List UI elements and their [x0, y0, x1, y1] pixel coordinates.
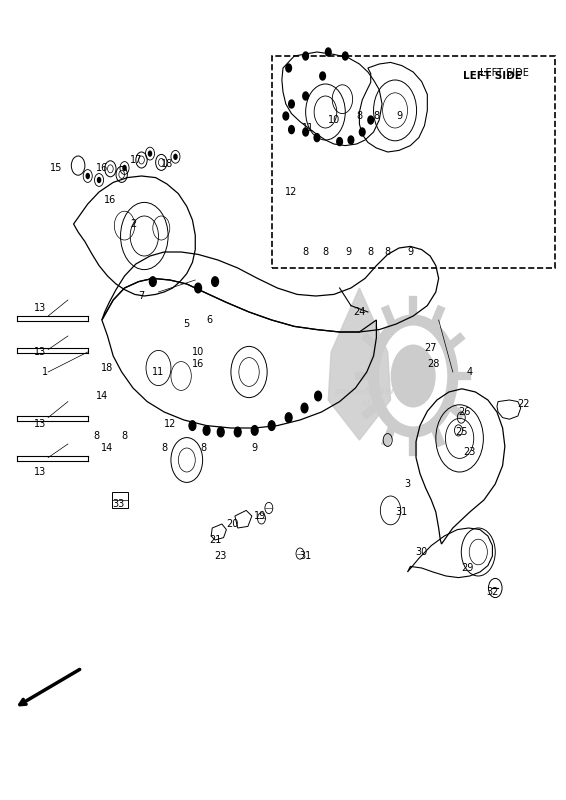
Circle shape [285, 413, 292, 422]
Text: 8: 8 [122, 431, 127, 441]
Text: 8: 8 [323, 247, 328, 257]
Text: 14: 14 [101, 443, 114, 453]
Circle shape [203, 426, 210, 435]
Text: 24: 24 [353, 307, 366, 317]
Text: 11: 11 [302, 123, 315, 133]
Text: 9: 9 [408, 247, 413, 257]
Circle shape [392, 346, 435, 406]
Text: 9: 9 [345, 247, 351, 257]
Circle shape [301, 403, 308, 413]
Text: LEFT SIDE: LEFT SIDE [463, 71, 522, 81]
Circle shape [122, 165, 127, 171]
Circle shape [85, 173, 90, 179]
Text: 32: 32 [486, 587, 499, 597]
Text: 9: 9 [252, 443, 258, 453]
Circle shape [195, 283, 201, 293]
Text: 12: 12 [164, 419, 176, 429]
Text: 3: 3 [405, 479, 410, 489]
Text: 18: 18 [161, 159, 173, 169]
Text: 1: 1 [42, 367, 48, 377]
Text: 28: 28 [427, 359, 439, 369]
Text: 16: 16 [104, 195, 117, 205]
Text: 6: 6 [207, 315, 212, 325]
Text: 8: 8 [201, 443, 207, 453]
Text: 25: 25 [455, 427, 468, 437]
Circle shape [303, 128, 308, 136]
Text: 10: 10 [328, 115, 340, 125]
Circle shape [217, 427, 224, 437]
Text: 23: 23 [464, 447, 476, 457]
Circle shape [337, 138, 342, 146]
Text: 2: 2 [130, 219, 136, 229]
Circle shape [268, 421, 275, 430]
Circle shape [289, 100, 294, 108]
Bar [272, 56, 555, 268]
Text: 13: 13 [33, 347, 46, 357]
Text: 5: 5 [183, 319, 190, 329]
Text: 9: 9 [396, 111, 402, 121]
Circle shape [148, 150, 152, 157]
Text: 8: 8 [303, 247, 308, 257]
Text: 29: 29 [461, 563, 473, 573]
Text: 8: 8 [385, 247, 391, 257]
Text: 22: 22 [517, 399, 530, 409]
Text: 7: 7 [138, 291, 145, 301]
Circle shape [314, 134, 320, 142]
Text: 8: 8 [357, 111, 362, 121]
Circle shape [286, 64, 291, 72]
Text: parts-finder: parts-finder [335, 387, 396, 397]
Text: 21: 21 [209, 535, 221, 545]
Text: 8: 8 [374, 111, 379, 121]
Text: 19: 19 [254, 511, 267, 521]
Text: 33: 33 [113, 499, 125, 509]
Circle shape [173, 154, 178, 160]
Text: .nl: .nl [359, 399, 371, 409]
Text: 27: 27 [424, 343, 436, 353]
Circle shape [289, 126, 294, 134]
Circle shape [368, 116, 374, 124]
Circle shape [303, 92, 308, 100]
Text: 16: 16 [96, 163, 108, 173]
Circle shape [189, 421, 196, 430]
Text: 20: 20 [226, 519, 238, 529]
Text: 15: 15 [50, 163, 63, 173]
Polygon shape [328, 288, 391, 440]
Circle shape [283, 112, 289, 120]
Circle shape [325, 48, 331, 56]
Circle shape [251, 426, 258, 435]
Text: 30: 30 [415, 547, 428, 557]
Text: 10: 10 [192, 347, 204, 357]
Circle shape [359, 128, 365, 136]
Circle shape [149, 277, 156, 286]
Text: 26: 26 [458, 407, 470, 417]
Circle shape [348, 136, 354, 144]
Text: 18: 18 [101, 363, 114, 373]
Text: 14: 14 [96, 391, 108, 401]
Text: 23: 23 [215, 551, 227, 561]
Circle shape [212, 277, 218, 286]
Text: 16: 16 [192, 359, 204, 369]
Text: 31: 31 [299, 551, 312, 561]
Circle shape [97, 177, 101, 183]
Circle shape [303, 52, 308, 60]
Circle shape [320, 72, 325, 80]
Circle shape [234, 427, 241, 437]
Text: 13: 13 [33, 303, 46, 313]
Text: 4: 4 [467, 367, 473, 377]
Text: 31: 31 [396, 507, 408, 517]
Text: 13: 13 [33, 467, 46, 477]
Text: 8: 8 [161, 443, 167, 453]
Bar [112, 492, 128, 508]
Circle shape [342, 52, 348, 60]
Text: 17: 17 [130, 155, 142, 165]
Text: LEFT SIDE: LEFT SIDE [481, 68, 529, 78]
Text: 12: 12 [285, 187, 298, 197]
Circle shape [315, 391, 321, 401]
Text: 8: 8 [93, 431, 99, 441]
Text: 8: 8 [368, 247, 374, 257]
Text: 11: 11 [152, 367, 165, 377]
Text: 13: 13 [33, 419, 46, 429]
